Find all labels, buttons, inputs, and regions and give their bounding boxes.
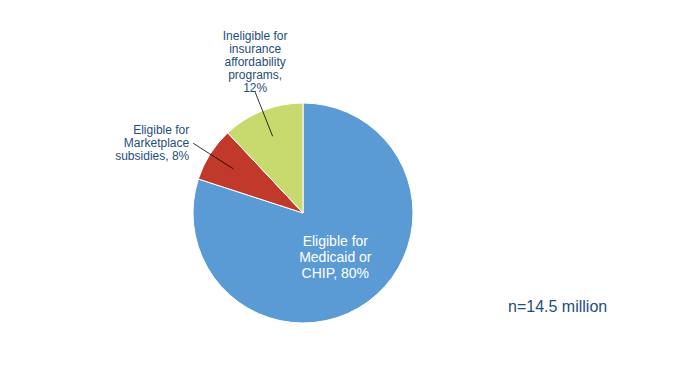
svg-text:Eligible forMarketplacesubsidi: Eligible forMarketplacesubsidies, 8% <box>115 123 189 163</box>
svg-text:Ineligible forinsuranceafforda: Ineligible forinsuranceaffordabilityprog… <box>223 29 288 95</box>
html-text:n=14.5 million: n=14.5 million <box>508 298 608 315</box>
svg-text:Eligible forMedicaid orCHIP, 8: Eligible forMedicaid orCHIP, 80% <box>299 233 372 281</box>
